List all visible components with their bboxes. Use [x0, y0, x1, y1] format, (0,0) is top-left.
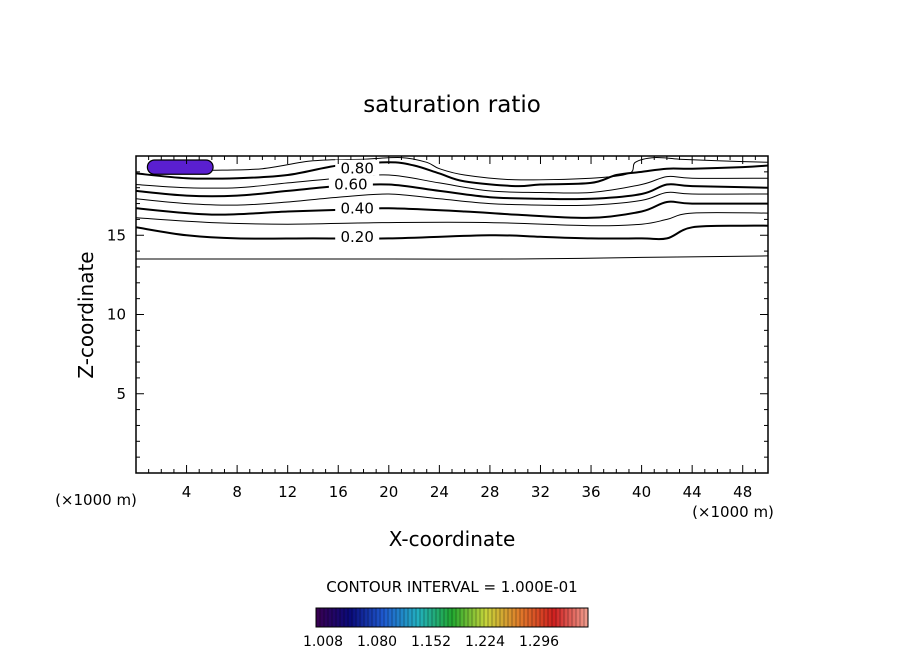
contour-line-0.5 [136, 191, 768, 207]
y-tick-labels: 5 10 15 [107, 226, 126, 403]
colorbar-label: 1.224 [465, 634, 505, 650]
contour-label-bg [335, 199, 380, 216]
x-tick-label: 16 [329, 483, 348, 501]
contour-label-bg [335, 159, 380, 176]
x-unit-left: (×1000 m) [55, 491, 137, 509]
contour-label: 0.40 [340, 199, 373, 217]
x-tick-label: 28 [480, 483, 499, 501]
contour-line-0.2 [136, 224, 768, 241]
x-tick-label: 20 [379, 483, 398, 501]
x-tick-label: 24 [430, 483, 449, 501]
x-tick-label: 48 [733, 483, 752, 501]
contour-label: 0.20 [340, 228, 373, 246]
plot-frame [135, 155, 769, 474]
x-unit-right: (×1000 m) [692, 503, 774, 521]
contour-labels: 0.800.60 0.40 0.20 [328, 159, 380, 246]
contour-label: 0.80 [340, 160, 373, 178]
contour-line-0.3 [136, 212, 768, 227]
x-axis-label: X-coordinate [389, 527, 516, 551]
x-tick-label: 4 [182, 483, 192, 501]
y-tick-label: 10 [107, 306, 126, 324]
chart-title: saturation ratio [363, 92, 541, 118]
colorbar-label: 1.152 [411, 634, 451, 650]
x-tick-labels: 4 8 12 16 20 24 28 32 36 40 44 48 [182, 483, 752, 501]
x-tick-label: 8 [232, 483, 242, 501]
contour-lines [136, 157, 768, 260]
x-tick-label: 44 [683, 483, 702, 501]
colorbar-label: 1.296 [519, 634, 559, 650]
y-tick-label: 5 [116, 385, 126, 403]
colorbar-label: 1.008 [303, 634, 343, 650]
contour-line-0.7 [136, 174, 768, 194]
colorbar-labels: 1.008 1.080 1.152 1.224 1.296 [303, 634, 559, 650]
x-tick-label: 36 [581, 483, 600, 501]
contour-line-0.9 [211, 157, 768, 181]
contour-line-0.6 [136, 183, 768, 201]
contour-line-0.8 [136, 161, 768, 188]
contour-label: 0.60 [334, 176, 367, 194]
contour-interval-text: CONTOUR INTERVAL = 1.000E-01 [326, 578, 577, 596]
x-tick-label: 12 [278, 483, 297, 501]
filled-region [146, 159, 214, 175]
contour-line-0.1 [136, 255, 768, 260]
colorbar-label: 1.080 [357, 634, 397, 650]
y-tick-label: 15 [107, 226, 126, 244]
contour-label-bg [335, 227, 380, 244]
x-tick-label: 32 [531, 483, 550, 501]
filled-regions [146, 159, 214, 175]
contour-line-0.4 [136, 200, 768, 219]
x-tick-label: 40 [632, 483, 651, 501]
y-axis-label: Z-coordinate [74, 251, 98, 378]
colorbar [315, 607, 589, 628]
axis-ticks [136, 156, 768, 473]
contour-label-bg [328, 175, 373, 192]
